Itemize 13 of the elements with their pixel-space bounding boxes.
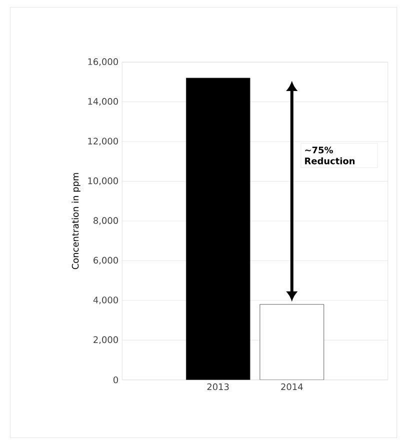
y-tick-label: 12,000 <box>88 138 118 146</box>
y-tick-label: 10,000 <box>88 177 118 186</box>
annotation: ~75% Reduction <box>305 146 355 164</box>
y-tick-label: 16,000 <box>88 58 118 66</box>
y-tick-label: 14,000 <box>88 98 118 106</box>
y-tick-label: 2,000 <box>94 336 118 344</box>
y-tick-label: 0 <box>113 376 118 384</box>
y-axis-title: Concentration in ppm <box>72 173 80 270</box>
y-tick-label: 4,000 <box>93 296 118 304</box>
x-tick-label: 2013 <box>207 383 229 390</box>
y-tick-label: 6,000 <box>94 256 118 265</box>
x-tick-label: 2014 <box>281 383 303 390</box>
y-tick-label: 8,000 <box>94 217 118 225</box>
